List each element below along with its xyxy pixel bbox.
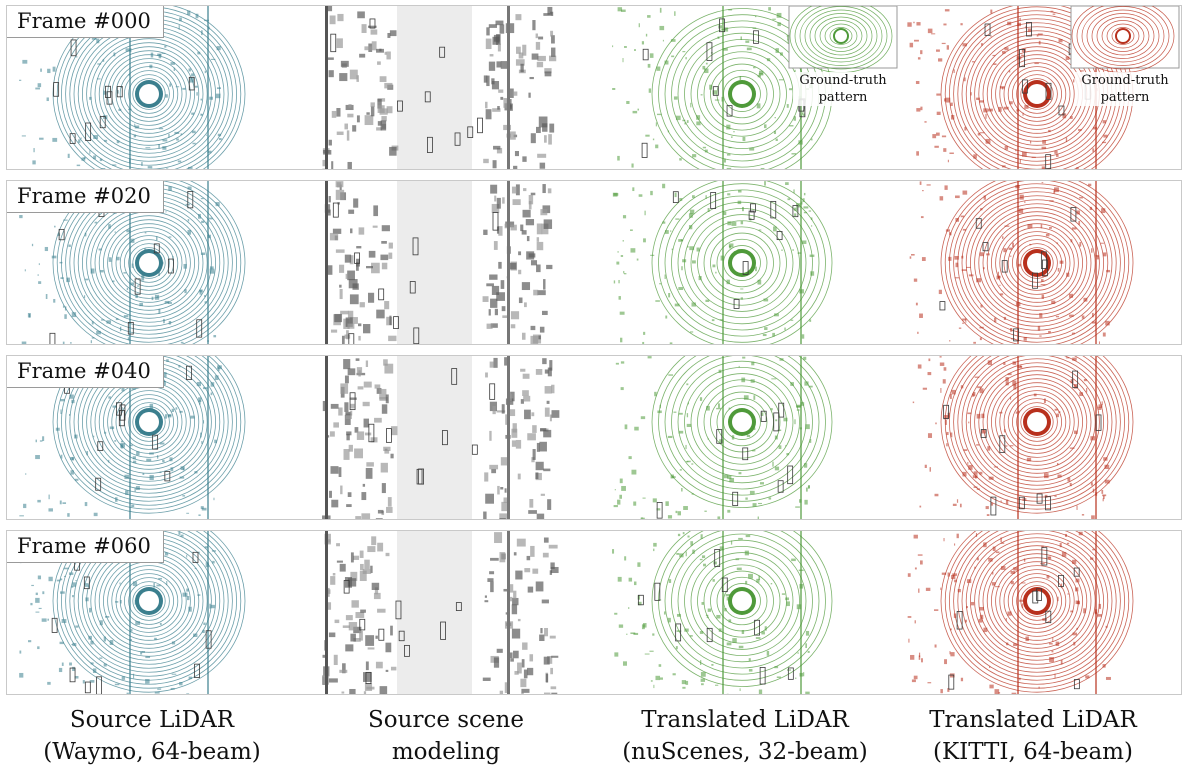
frame-label: Frame #040 bbox=[7, 356, 164, 388]
frame-label: Frame #060 bbox=[7, 531, 164, 563]
lidar-row-visual-020 bbox=[19, 181, 1134, 344]
frame-row-020: Frame #020 bbox=[6, 180, 1182, 345]
frame-row-040: Frame #040 bbox=[6, 355, 1182, 520]
lidar-row-visual-060 bbox=[19, 531, 1134, 694]
nuscenes-inset-label: Ground-truth pattern bbox=[793, 72, 893, 106]
kitti-inset-label: Ground-truth pattern bbox=[1075, 72, 1175, 106]
frame-row-000: Frame #000 Ground-truth pattern Ground-tr… bbox=[6, 5, 1182, 170]
caption-source-lidar: Source LiDAR (Waymo, 64-beam) bbox=[43, 707, 261, 765]
frame-label: Frame #020 bbox=[7, 181, 164, 213]
caption-translated-nuscenes: Translated LiDAR (nuScenes, 32-beam) bbox=[622, 707, 868, 765]
caption-source-scene: Source scene modeling bbox=[368, 707, 524, 765]
caption-translated-kitti: Translated LiDAR (KITTI, 64-beam) bbox=[929, 707, 1137, 765]
lidar-row-visual-040 bbox=[19, 356, 1134, 519]
frame-label: Frame #000 bbox=[7, 6, 164, 38]
lidar-row-visual-000 bbox=[19, 6, 1180, 169]
frame-row-060: Frame #060 bbox=[6, 530, 1182, 695]
